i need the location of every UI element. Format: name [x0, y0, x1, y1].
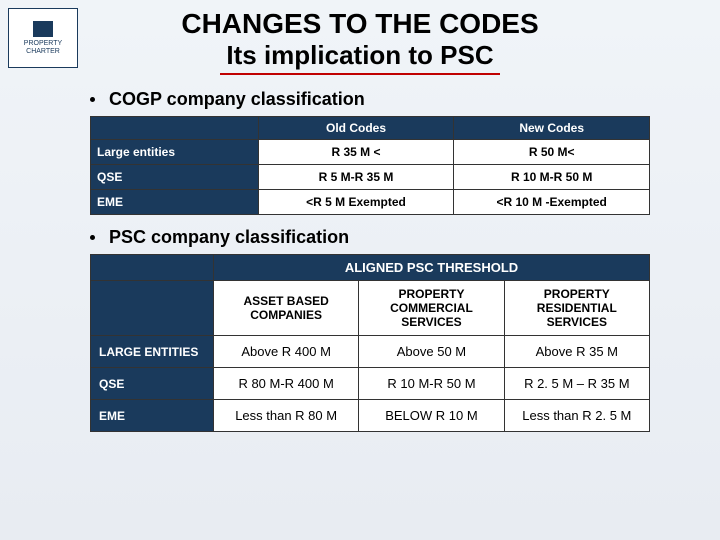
sub-c2: ASSET BASED COMPANIES — [213, 281, 358, 336]
th-aligned: ALIGNED PSC THRESHOLD — [213, 255, 649, 281]
row-label: EME — [91, 400, 214, 432]
table-row: QSE R 5 M-R 35 M R 10 M-R 50 M — [91, 165, 650, 190]
bullet-icon — [90, 97, 95, 102]
cell: BELOW R 10 M — [359, 400, 504, 432]
psc-table: ALIGNED PSC THRESHOLD ASSET BASED COMPAN… — [90, 254, 650, 432]
table-header-row: Old Codes New Codes — [91, 117, 650, 140]
th-blank — [91, 117, 259, 140]
bullet-row-1: COGP company classification — [90, 89, 650, 110]
row-label: LARGE ENTITIES — [91, 336, 214, 368]
table-row: QSE R 80 M-R 400 M R 10 M-R 50 M R 2. 5 … — [91, 368, 650, 400]
cell: R 10 M-R 50 M — [454, 165, 650, 190]
title-line1: CHANGES TO THE CODES — [0, 8, 720, 40]
cell: Less than R 80 M — [213, 400, 358, 432]
cell: <R 5 M Exempted — [258, 190, 454, 215]
th-new: New Codes — [454, 117, 650, 140]
cell: Above 50 M — [359, 336, 504, 368]
cell: <R 10 M -Exempted — [454, 190, 650, 215]
sub-c4: PROPERTY RESIDENTIAL SERVICES — [504, 281, 649, 336]
cell: R 2. 5 M – R 35 M — [504, 368, 649, 400]
cell: R 10 M-R 50 M — [359, 368, 504, 400]
cell: Above R 400 M — [213, 336, 358, 368]
th-blank — [91, 255, 214, 281]
table-row: LARGE ENTITIES Above R 400 M Above 50 M … — [91, 336, 650, 368]
title-block: CHANGES TO THE CODES Its implication to … — [0, 0, 720, 75]
table-header-row: ALIGNED PSC THRESHOLD — [91, 255, 650, 281]
row-label: EME — [91, 190, 259, 215]
table-row: EME Less than R 80 M BELOW R 10 M Less t… — [91, 400, 650, 432]
cell: R 50 M< — [454, 140, 650, 165]
title-line2: Its implication to PSC — [220, 40, 499, 75]
logo-badge: PROPERTY CHARTER — [8, 8, 78, 68]
bullet-row-2: PSC company classification — [90, 227, 650, 248]
cogp-table: Old Codes New Codes Large entities R 35 … — [90, 116, 650, 215]
cell: Above R 35 M — [504, 336, 649, 368]
table-row: Large entities R 35 M < R 50 M< — [91, 140, 650, 165]
row-label: QSE — [91, 165, 259, 190]
content-area: COGP company classification Old Codes Ne… — [0, 75, 720, 432]
table-subheader-row: ASSET BASED COMPANIES PROPERTY COMMERCIA… — [91, 281, 650, 336]
cell: R 5 M-R 35 M — [258, 165, 454, 190]
section1-heading: COGP company classification — [109, 89, 365, 110]
row-label: Large entities — [91, 140, 259, 165]
cell: Less than R 2. 5 M — [504, 400, 649, 432]
cell: R 35 M < — [258, 140, 454, 165]
logo-text1: PROPERTY — [24, 40, 62, 48]
section2-heading: PSC company classification — [109, 227, 349, 248]
cell: R 80 M-R 400 M — [213, 368, 358, 400]
bullet-icon — [90, 235, 95, 240]
th-old: Old Codes — [258, 117, 454, 140]
table-row: EME <R 5 M Exempted <R 10 M -Exempted — [91, 190, 650, 215]
row-label: QSE — [91, 368, 214, 400]
logo-icon — [33, 21, 53, 37]
sub-c3: PROPERTY COMMERCIAL SERVICES — [359, 281, 504, 336]
logo-text2: CHARTER — [26, 48, 60, 56]
sub-blank — [91, 281, 214, 336]
